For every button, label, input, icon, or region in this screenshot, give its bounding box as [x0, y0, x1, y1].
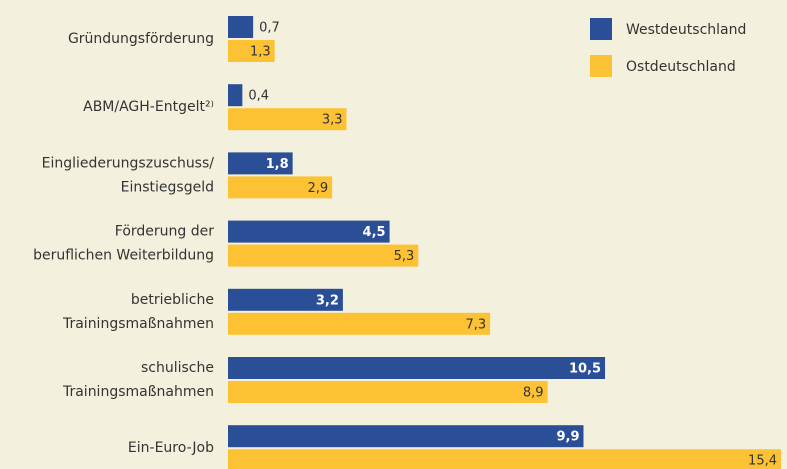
value-label: 7,3: [465, 317, 486, 332]
value-label: 10,5: [569, 362, 601, 377]
category-label: Gründungsförderung: [68, 31, 214, 47]
value-label: 15,4: [748, 454, 777, 469]
bar: [228, 449, 781, 469]
legend-swatch: [590, 18, 612, 40]
value-label: 2,9: [307, 181, 328, 196]
value-label: 9,9: [556, 430, 579, 445]
bar: [228, 244, 419, 267]
bar: [228, 16, 254, 38]
value-label: 3,3: [322, 113, 343, 128]
value-label: 3,2: [316, 293, 339, 308]
category-label: Förderung der beruflichen Weiterbildung: [33, 224, 214, 264]
bar: [228, 381, 548, 403]
value-label: 1,3: [250, 45, 271, 60]
legend-label: Ostdeutschland: [626, 59, 736, 75]
value-label: 5,3: [394, 249, 415, 264]
value-label: 0,7: [259, 21, 280, 36]
bar: [228, 152, 293, 175]
value-label: 0,4: [248, 89, 269, 104]
bar: [228, 220, 390, 243]
category-label: Ein-Euro-Job: [128, 440, 214, 456]
bar: [228, 40, 275, 62]
value-label: 1,8: [266, 157, 289, 172]
bar: [228, 176, 333, 199]
legend-swatch: [590, 55, 612, 77]
legend-label: Westdeutschland: [626, 22, 746, 38]
category-label: Eingliederungszuschuss/Einstiegsgeld: [42, 155, 215, 195]
bar: [228, 312, 491, 335]
bar: [228, 425, 584, 448]
category-label: ABM/AGH-Entgelt²⁾: [83, 99, 214, 115]
value-label: 8,9: [523, 386, 544, 401]
bar: [228, 108, 347, 131]
bar: [228, 84, 243, 107]
value-label: 4,5: [363, 225, 386, 240]
category-label: schulische Trainingsmaßnahmen: [62, 360, 214, 400]
bar: [228, 357, 606, 379]
category-label: betriebliche Trainingsmaßnahmen: [62, 292, 214, 332]
bar: [228, 288, 343, 311]
